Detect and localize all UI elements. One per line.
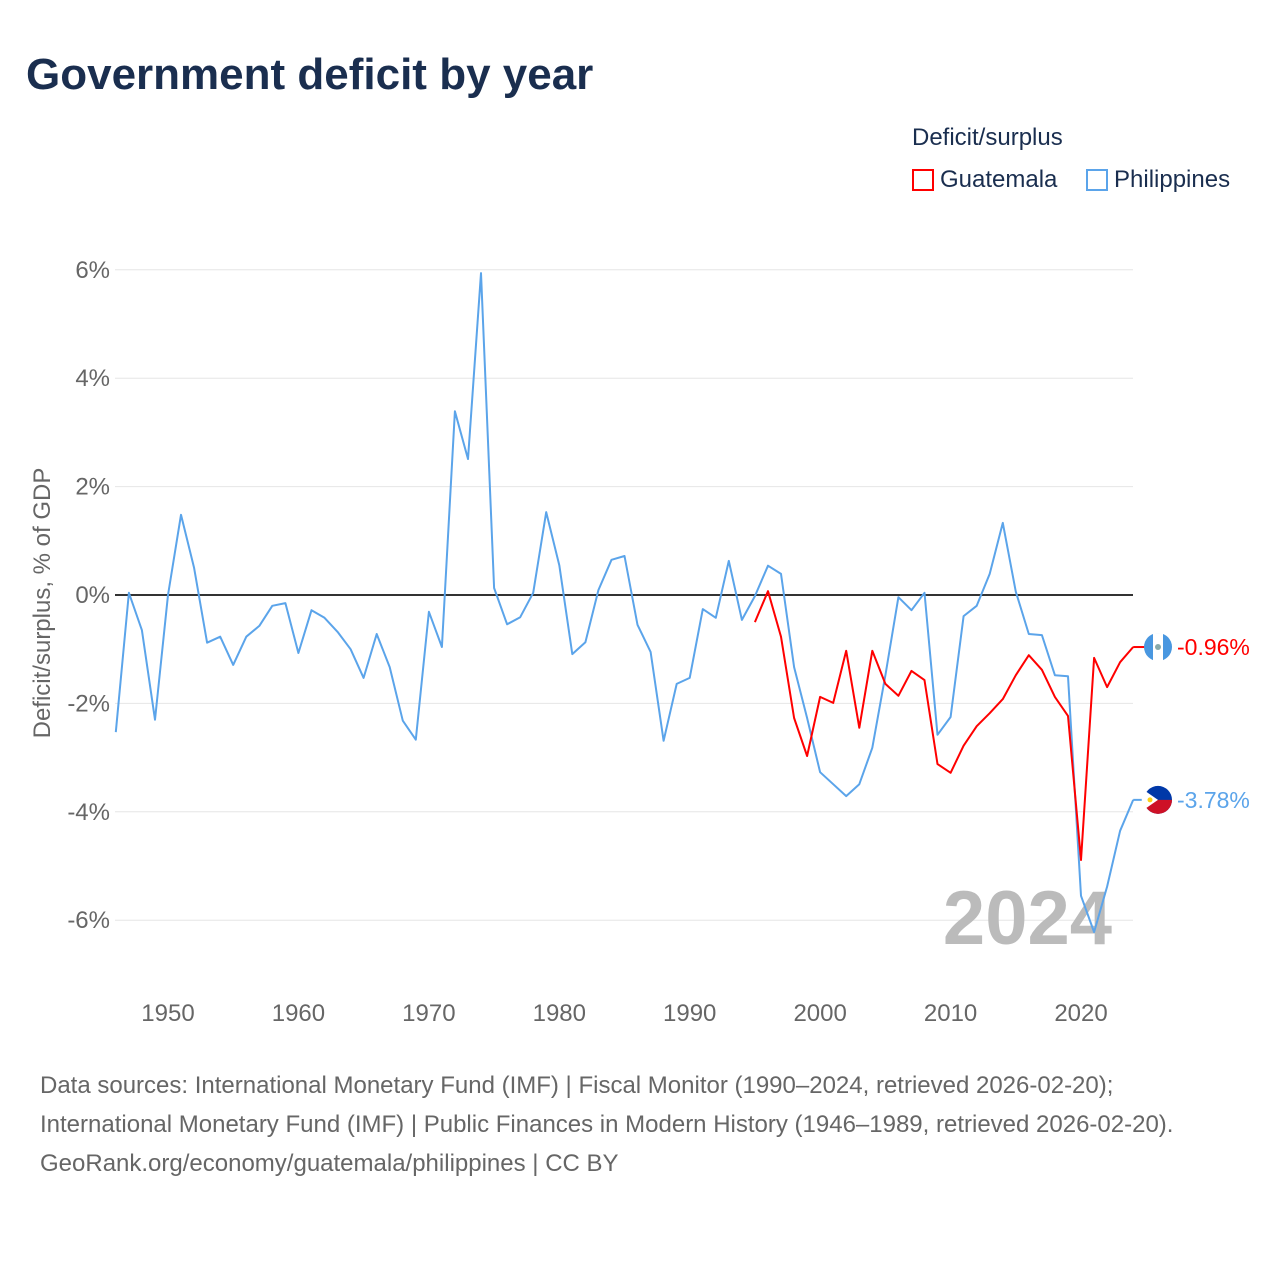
- end-value-label: -3.78%: [1177, 787, 1250, 813]
- legend-item-guatemala[interactable]: Guatemala: [912, 166, 1057, 194]
- y-tick-label: -4%: [67, 799, 110, 826]
- flag-emblem: [1155, 644, 1161, 651]
- y-axis-label: Deficit/surplus, % of GDP: [29, 468, 56, 739]
- x-tick-label: 1970: [402, 1000, 455, 1027]
- legend-title: Deficit/surplus: [912, 124, 1063, 151]
- flag-sun: [1147, 797, 1153, 803]
- source-text: Data sources: International Monetary Fun…: [40, 1072, 1174, 1138]
- x-tick-label: 1950: [141, 1000, 194, 1027]
- source-note: Data sources: International Monetary Fun…: [40, 1066, 1240, 1183]
- series-line-guatemala: [753, 590, 1134, 861]
- x-tick-label: 1960: [272, 1000, 325, 1027]
- y-tick-label: -2%: [67, 690, 110, 717]
- y-tick-label: 6%: [75, 257, 110, 284]
- legend-item-philippines[interactable]: Philippines: [1086, 166, 1230, 194]
- x-tick-label: 1990: [663, 1000, 716, 1027]
- y-tick-label: 4%: [75, 365, 110, 392]
- source-url[interactable]: GeoRank.org/economy/guatemala/philippine…: [40, 1150, 619, 1177]
- y-tick-label: -6%: [67, 907, 110, 934]
- legend-swatch-guatemala: [912, 169, 934, 191]
- x-tick-label: 2000: [793, 1000, 846, 1027]
- legend-label-philippines: Philippines: [1114, 166, 1231, 193]
- x-tick-label: 1980: [533, 1000, 586, 1027]
- chart-area: 6% 4% 2% 0% -2% -4% -6% 1950 1960 1970 1980 1990 200…: [29, 257, 1250, 1027]
- chart-title: Government deficit by year: [26, 50, 594, 99]
- x-tick-label: 2010: [924, 1000, 977, 1027]
- flag-icon-philippines: [1141, 785, 1172, 814]
- y-tick-label: 0%: [75, 582, 110, 609]
- end-value-label: -0.96%: [1177, 634, 1250, 660]
- series-line-philippines: [114, 272, 1135, 934]
- flag-icon-guatemala: [1144, 633, 1172, 662]
- legend-label-guatemala: Guatemala: [940, 166, 1058, 193]
- year-watermark: 2024: [943, 876, 1112, 961]
- y-tick-label: 2%: [75, 474, 110, 501]
- legend-swatch-philippines: [1086, 169, 1108, 191]
- x-tick-label: 2020: [1054, 1000, 1107, 1027]
